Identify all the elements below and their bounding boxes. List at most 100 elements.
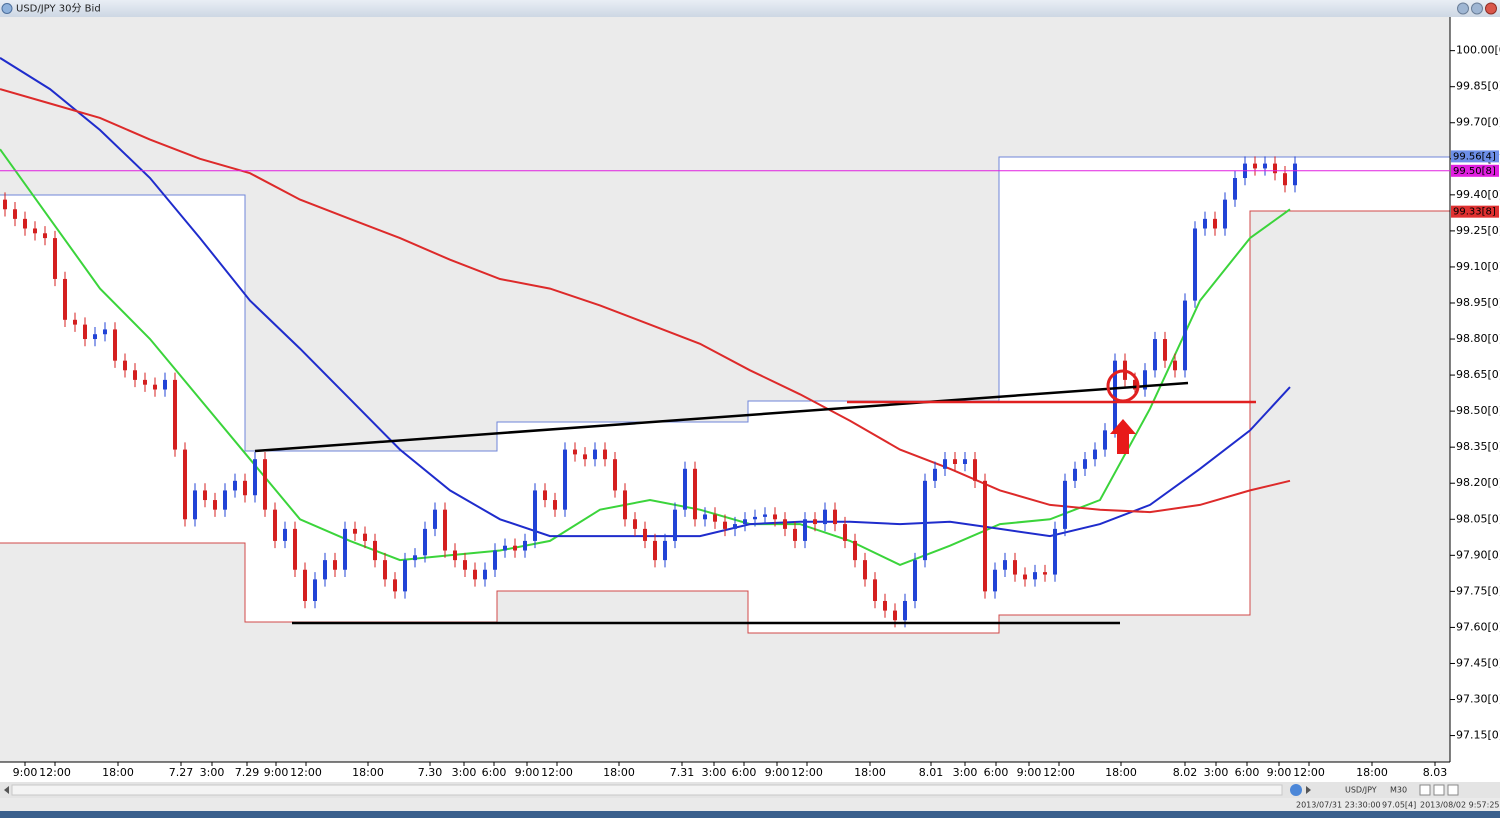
range-low-outline	[0, 210, 1450, 634]
symbol-selector[interactable]: USD/JPY	[1345, 786, 1377, 795]
candle-body	[363, 533, 367, 541]
close-button[interactable]	[1485, 2, 1497, 15]
candle-body	[833, 509, 837, 525]
candle-body	[713, 514, 717, 522]
x-tick-label: 9:00	[264, 766, 289, 779]
price-axis	[1450, 17, 1500, 782]
candle-body	[393, 579, 397, 592]
scroll-right[interactable]	[1306, 786, 1311, 794]
candle-body	[673, 509, 677, 541]
candle-body	[3, 199, 7, 210]
candle-body	[483, 569, 487, 580]
toolbar-button[interactable]	[1447, 784, 1459, 796]
candle-body	[73, 319, 77, 325]
x-tick-label: 18:00	[1105, 766, 1137, 779]
candle-body	[303, 569, 307, 601]
candle-body	[1153, 339, 1157, 371]
candle-body	[943, 459, 947, 469]
candle-body	[1173, 360, 1177, 371]
candle-body	[663, 540, 667, 561]
candle-body	[343, 528, 347, 570]
x-tick-label: 3:00	[1204, 766, 1229, 779]
candle-body	[883, 600, 887, 611]
window-icon	[1, 3, 13, 14]
candle-body	[513, 545, 517, 551]
toolbar-button[interactable]	[1433, 784, 1445, 796]
candle-body	[183, 449, 187, 520]
timeframe-selector[interactable]: M30	[1390, 786, 1407, 795]
x-tick-label: 6:00	[732, 766, 757, 779]
y-tick-label: 98.50[0]	[1456, 404, 1500, 417]
window-title: USD/JPY 30分 Bid	[16, 3, 101, 15]
scroll-thumb[interactable]	[1290, 784, 1302, 796]
y-tick-label: 99.70[0]	[1456, 116, 1500, 129]
candle-body	[233, 480, 237, 491]
candle-body	[53, 238, 57, 279]
candle-body	[443, 509, 447, 551]
y-tick-label: 97.90[0]	[1456, 548, 1500, 561]
x-tick-label: 3:00	[702, 766, 727, 779]
candle-body	[1013, 560, 1017, 575]
candle-body	[923, 480, 927, 561]
status-bar	[0, 798, 1500, 811]
highlight-arrow	[1110, 419, 1136, 454]
candle-body	[973, 459, 977, 481]
candle-body	[1003, 560, 1007, 570]
x-tick-label: 12:00	[791, 766, 823, 779]
candle-body	[1083, 459, 1087, 469]
range-box	[1250, 157, 1450, 211]
candle-body	[1183, 300, 1187, 371]
candle-body	[293, 528, 297, 570]
candle-body	[793, 528, 797, 541]
candle-body	[43, 233, 47, 239]
candle-body	[563, 449, 567, 510]
candle-body	[1103, 430, 1107, 450]
x-tick-label: 12:00	[290, 766, 322, 779]
price-label-box	[1451, 150, 1499, 163]
title-bar	[0, 0, 1500, 17]
y-tick-label: 97.45[0]	[1456, 656, 1500, 669]
candle-body	[783, 519, 787, 529]
y-tick-label: 99.40[0]	[1456, 188, 1500, 201]
candle-body	[153, 384, 157, 390]
cursor-price: 97.05[4]	[1382, 801, 1416, 810]
candle-body	[1203, 218, 1207, 229]
candle-body	[1263, 163, 1267, 169]
candle-body	[413, 555, 417, 561]
candle-body	[823, 509, 827, 525]
candle-body	[763, 514, 767, 517]
scroll-track[interactable]	[11, 784, 1283, 796]
candle-body	[913, 560, 917, 601]
candle-body	[553, 500, 557, 510]
candle-body	[593, 449, 597, 460]
toolbar-button[interactable]	[1419, 784, 1431, 796]
x-tick-label: 6:00	[984, 766, 1009, 779]
resistance-trendline	[254, 381, 1189, 453]
candle-body	[143, 379, 147, 385]
candle-body	[1213, 218, 1217, 229]
y-tick-label: 97.15[0]	[1456, 729, 1500, 742]
candle-body	[373, 540, 377, 561]
y-tick-label: 97.75[0]	[1456, 584, 1500, 597]
price-label: 99.56[4]	[1453, 151, 1496, 162]
maximize-button[interactable]	[1471, 2, 1483, 15]
candle-body	[1253, 163, 1257, 169]
candle-body	[733, 524, 737, 529]
moving-average	[0, 88, 1291, 514]
candle-body	[1133, 379, 1137, 390]
candle-body	[1053, 528, 1057, 575]
candle-body	[853, 540, 857, 561]
x-tick-label: 7.27	[169, 766, 194, 779]
range-box	[497, 422, 748, 591]
candle-body	[583, 454, 587, 460]
y-tick-label: 99.10[0]	[1456, 260, 1500, 273]
x-tick-label: 18:00	[603, 766, 635, 779]
x-tick-label: 6:00	[482, 766, 507, 779]
price-label-box	[1451, 164, 1499, 177]
candle-body	[1033, 572, 1037, 580]
candle-body	[723, 521, 727, 529]
scroll-left[interactable]	[4, 786, 9, 794]
minimize-button[interactable]	[1457, 2, 1469, 15]
x-tick-label: 12:00	[1293, 766, 1325, 779]
